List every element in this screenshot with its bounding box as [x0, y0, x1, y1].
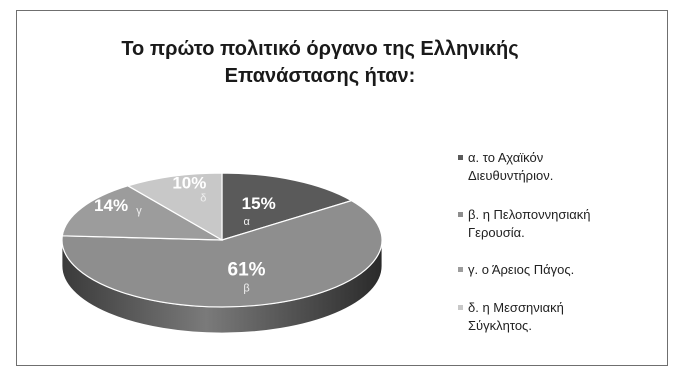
legend-item-d: δ. η Μεσσηνιακή Σύγκλητος. [458, 299, 658, 335]
legend-bullet-c [458, 267, 463, 272]
pie-value-label-3: 10% [172, 173, 206, 192]
legend-label-a-line-2: Διευθυντήριον. [468, 168, 554, 183]
legend-item-a: α. το Αχαϊκόν Διευθυντήριον. [458, 149, 658, 185]
pie-key-label-2: γ [136, 205, 142, 217]
pie-labels-layer: 15% α 61% β 14% γ 10%δ [94, 173, 276, 294]
pie-top-layer [61, 172, 383, 308]
legend-bullet-b [458, 212, 463, 217]
legend-item-c: γ. ο Άρειος Πάγος. [458, 261, 658, 279]
pie-key-label-3: δ [200, 192, 206, 204]
pie-key-label-1: β [243, 282, 249, 294]
legend-item-b: β. η Πελοποννησιακή Γερουσία. [458, 206, 658, 242]
legend-bullet-d [458, 305, 463, 310]
legend-label-c-line-1: γ. ο Άρειος Πάγος. [468, 262, 575, 277]
chart-title-line-1: Το πρώτο πολιτικό όργανο της Ελληνικής [121, 38, 519, 60]
pie-slice-2 [61, 185, 223, 241]
legend-bullet-a [458, 155, 463, 160]
legend-label-b-line-2: Γερουσία. [468, 225, 525, 240]
legend-label-a-line-1: α. το Αχαϊκόν [468, 150, 544, 165]
pie-value-label-2: 14% [94, 196, 128, 215]
pie-key-label-0: α [244, 216, 251, 228]
pie-slice-0 [221, 172, 353, 241]
chart-title: Το πρώτο πολιτικό όργανο της Ελληνικής Ε… [60, 36, 580, 90]
pie-slice-3 [126, 172, 223, 242]
pie-value-label-1: 61% [228, 259, 266, 280]
legend-label-d-line-1: δ. η Μεσσηνιακή [468, 300, 564, 315]
legend-label-d-line-2: Σύγκλητος. [468, 318, 532, 333]
pie-value-label-0: 15% [242, 194, 276, 213]
legend-label-b-line-1: β. η Πελοποννησιακή [468, 207, 591, 222]
pie-slice-1 [61, 199, 383, 308]
chart-title-line-2: Επανάστασης ήταν: [224, 65, 416, 87]
